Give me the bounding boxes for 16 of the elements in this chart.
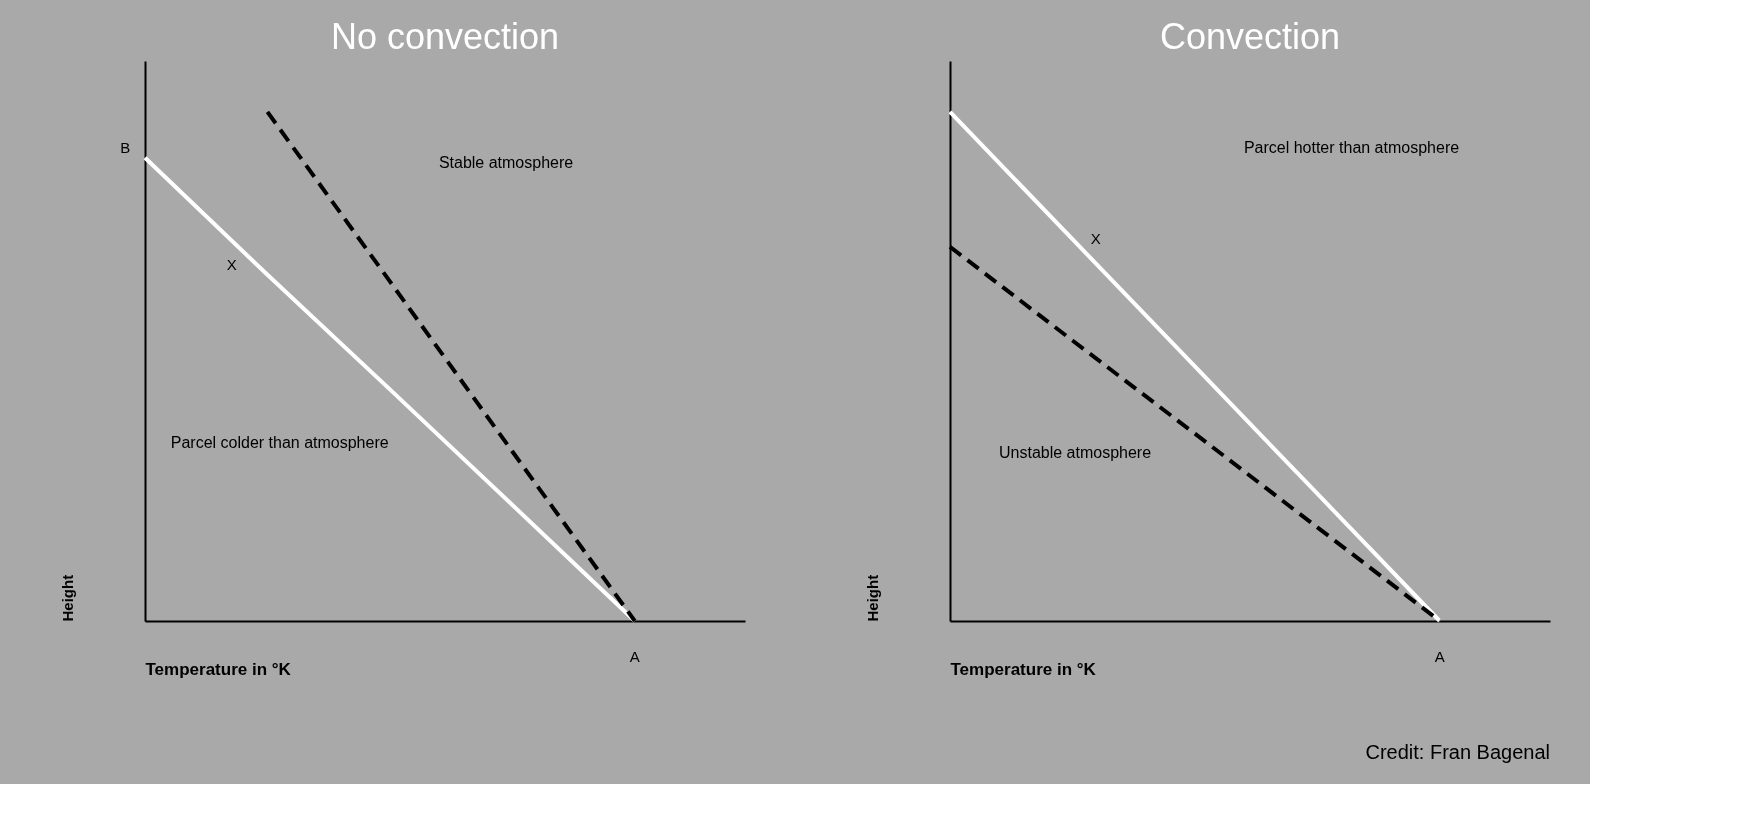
annotation: Parcel hotter than atmosphere <box>1243 138 1460 156</box>
text: A <box>1434 647 1445 665</box>
annotation: X <box>226 255 237 273</box>
annotation: Parcel colder than atmosphere <box>170 433 389 451</box>
text: A <box>629 647 640 665</box>
text: B <box>120 138 131 156</box>
chart-title: Convection <box>1159 16 1341 57</box>
x-axis-title: Temperature in °K <box>145 659 292 679</box>
chart-title: No convection <box>330 16 560 57</box>
annotation: Unstable atmosphere <box>998 444 1152 461</box>
x-axis-title: Temperature in °K <box>950 659 1097 679</box>
annotation: X <box>1090 230 1101 248</box>
y-axis-title: Height <box>863 574 881 622</box>
y-axis-title: Height <box>58 574 76 622</box>
text: Credit: Fran Bagenal <box>1365 741 1550 764</box>
annotation: Stable atmosphere <box>438 153 574 171</box>
